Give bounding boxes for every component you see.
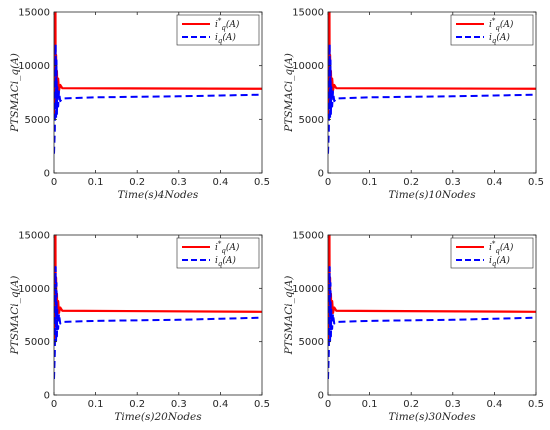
legend-label-2: iq(A) <box>215 255 236 268</box>
y-tick-label: 10000 <box>292 61 324 72</box>
y-axis-label: PTSMACi_q(A) <box>283 276 295 356</box>
x-axis-label: Time(s)30Nodes <box>388 411 476 423</box>
x-tick-label: 0.2 <box>403 177 419 188</box>
legend-label-2: iq(A) <box>489 32 510 45</box>
x-tick-label: 0.4 <box>486 399 502 410</box>
x-tick-label: 0.1 <box>362 399 378 410</box>
y-tick-label: 15000 <box>292 8 324 19</box>
legend-box <box>176 14 260 46</box>
series-group <box>328 235 536 380</box>
chart-panel-2: 0 0.1 0.2 0.3 0.4 0.5 0 5000 10000 15000 Time(s)10… <box>283 8 544 202</box>
y-axis-label: PTSMACi_q(A) <box>283 53 295 133</box>
x-tick-label: 0 <box>325 177 331 188</box>
x-axis-label: Time(s)20Nodes <box>114 411 202 423</box>
legend-box <box>176 237 260 269</box>
x-tick-label: 0.5 <box>254 399 270 410</box>
chart-panel-1: 0 0.1 0.2 0.3 0.4 0.5 0 5000 10000 15000 Time(s)4N… <box>9 8 270 202</box>
legend-box <box>450 14 534 46</box>
axes-frame <box>53 11 263 174</box>
x-tick-label: 0.4 <box>212 177 228 188</box>
y-tick-label: 0 <box>44 169 50 180</box>
x-tick-label: 0.5 <box>528 177 544 188</box>
axes-frame <box>53 234 263 396</box>
x-tick-label: 0.2 <box>403 399 419 410</box>
axes-frame <box>327 11 537 174</box>
x-tick-label: 0.3 <box>171 399 187 410</box>
legend-label-1: i*q(A) <box>215 17 240 32</box>
y-tick-label: 5000 <box>299 115 324 126</box>
x-tick-label: 0 <box>325 399 331 410</box>
legend-box <box>450 237 534 269</box>
x-tick-label: 0.2 <box>129 399 145 410</box>
x-tick-label: 0.3 <box>171 177 187 188</box>
legend: i*q(A)iq(A) <box>176 237 260 269</box>
y-tick-label: 10000 <box>292 284 324 295</box>
legend-label-1: i*q(A) <box>215 240 240 255</box>
series-line-measured <box>328 266 536 380</box>
series-line-measured <box>54 266 262 380</box>
y-tick-label: 5000 <box>25 337 50 348</box>
y-tick-label: 5000 <box>299 337 324 348</box>
y-axis-label: PTSMACi_q(A) <box>9 53 21 133</box>
x-axis-label: Time(s)10Nodes <box>388 189 476 201</box>
y-tick-label: 5000 <box>25 115 50 126</box>
legend-label-2: iq(A) <box>489 255 510 268</box>
x-tick-label: 0.5 <box>254 177 270 188</box>
axes-frame <box>327 234 537 396</box>
y-tick-label: 15000 <box>292 231 324 242</box>
chart-panel-4: 0 0.1 0.2 0.3 0.4 0.5 0 5000 10000 15000 Time(s)30… <box>283 231 544 424</box>
series-group <box>328 12 536 154</box>
x-tick-label: 0.1 <box>362 177 378 188</box>
series-line-measured <box>54 43 262 154</box>
series-group <box>54 12 262 154</box>
x-tick-label: 0 <box>51 399 57 410</box>
x-tick-label: 0.4 <box>486 177 502 188</box>
y-axis-label: PTSMACi_q(A) <box>9 276 21 356</box>
series-group <box>54 235 262 380</box>
y-tick-label: 15000 <box>18 231 50 242</box>
x-axis-label: Time(s)4Nodes <box>118 189 199 201</box>
y-tick-label: 15000 <box>18 8 50 19</box>
x-tick-label: 0.4 <box>212 399 228 410</box>
legend: i*q(A)iq(A) <box>450 14 534 46</box>
x-tick-label: 0.5 <box>528 399 544 410</box>
legend-label-1: i*q(A) <box>489 17 514 32</box>
x-tick-label: 0.3 <box>445 177 461 188</box>
legend-label-1: i*q(A) <box>489 240 514 255</box>
y-tick-label: 0 <box>318 169 324 180</box>
x-tick-label: 0 <box>51 177 57 188</box>
y-tick-label: 0 <box>318 391 324 402</box>
legend-label-2: iq(A) <box>215 32 236 45</box>
chart-panel-3: 0 0.1 0.2 0.3 0.4 0.5 0 5000 10000 15000 Time(s)20… <box>9 231 270 424</box>
x-tick-label: 0.1 <box>88 177 104 188</box>
x-tick-label: 0.2 <box>129 177 145 188</box>
y-tick-label: 10000 <box>18 61 50 72</box>
x-tick-label: 0.1 <box>88 399 104 410</box>
y-tick-label: 0 <box>44 391 50 402</box>
series-line-measured <box>328 43 536 154</box>
legend: i*q(A)iq(A) <box>450 237 534 269</box>
y-tick-label: 10000 <box>18 284 50 295</box>
x-tick-label: 0.3 <box>445 399 461 410</box>
legend: i*q(A)iq(A) <box>176 14 260 46</box>
